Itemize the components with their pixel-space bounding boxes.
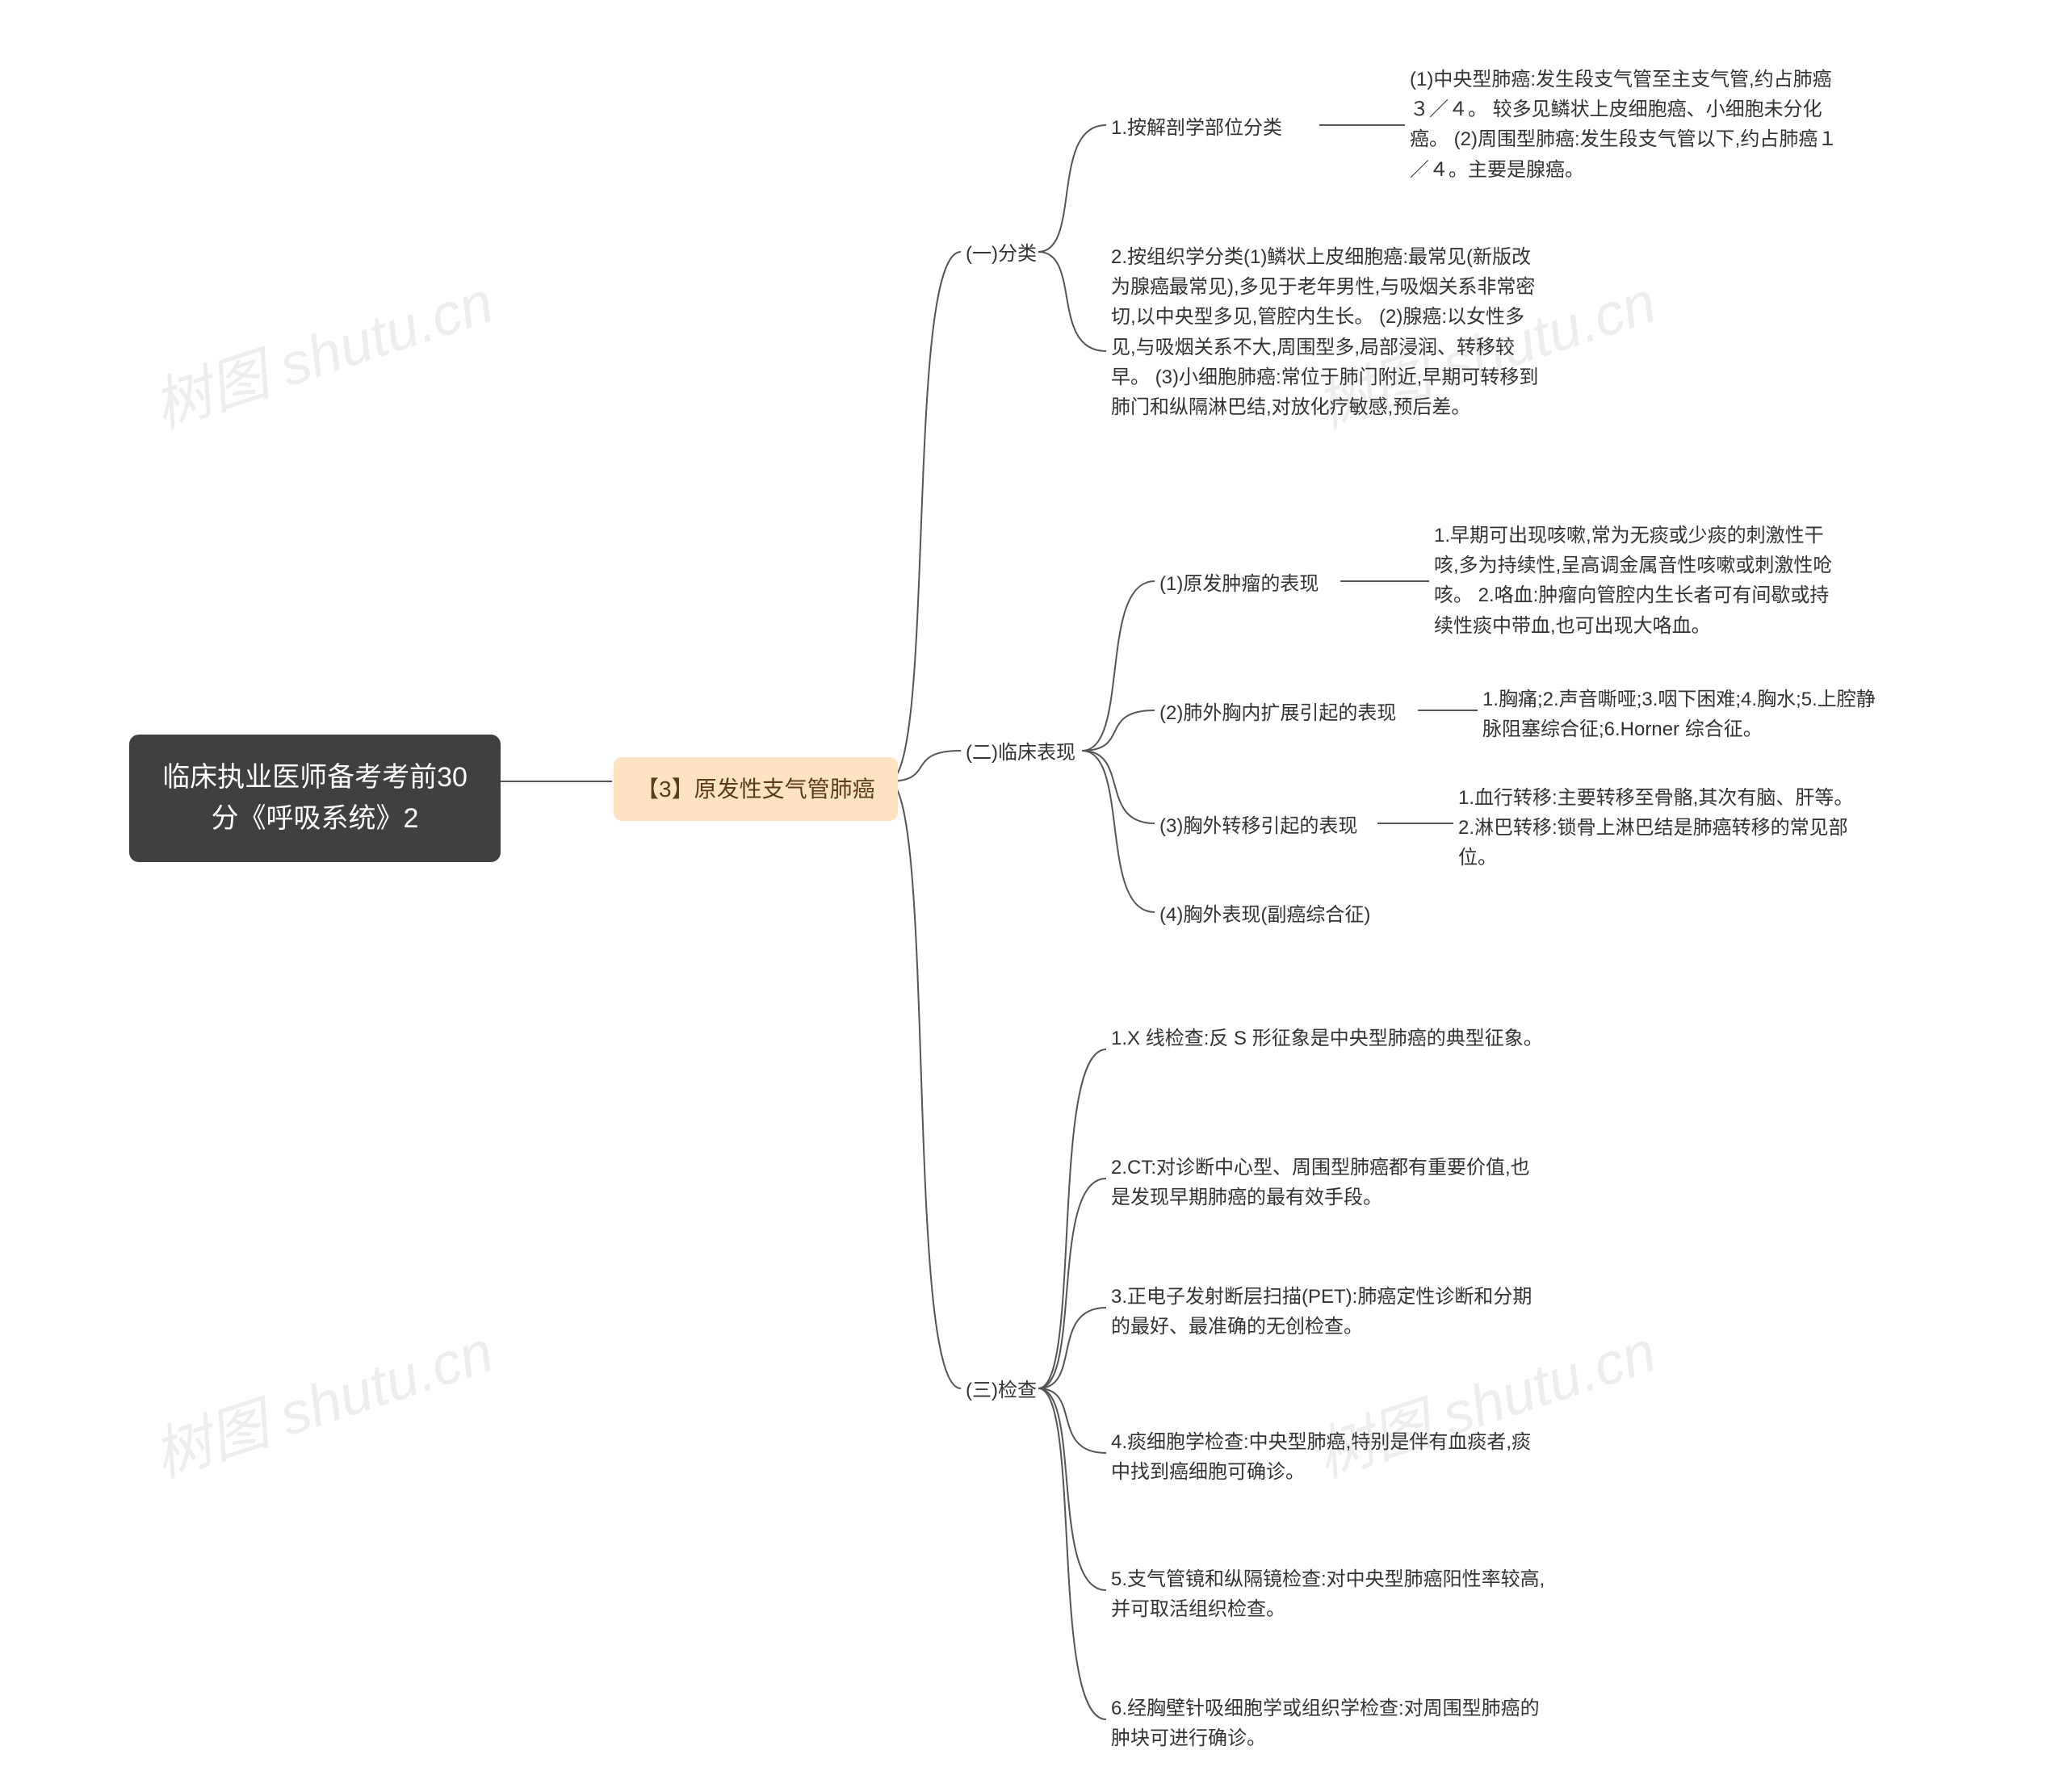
s2-i3-label[interactable]: (3)胸外转移引起的表现 — [1159, 811, 1357, 841]
topic-label: 【3】原发性支气管肺癌 — [636, 777, 875, 802]
topic-node[interactable]: 【3】原发性支气管肺癌 — [614, 757, 898, 821]
s1-i2-label[interactable]: 2.按组织学分类(1)鳞状上皮细胞癌:最常见(新版改为腺癌最常见),多见于老年男… — [1111, 242, 1539, 422]
s3-i6[interactable]: 6.经胸壁针吸细胞学或组织学检查:对周围型肺癌的肿块可进行确诊。 — [1111, 1694, 1547, 1753]
s1-i1-detail: (1)中央型肺癌:发生段支气管至主支气管,约占肺癌３／４。 较多见鳞状上皮细胞癌… — [1410, 65, 1846, 185]
s2-i3-detail: 1.血行转移:主要转移至骨骼,其次有脑、肝等。 2.淋巴转移:锁骨上淋巴结是肺癌… — [1458, 783, 1862, 873]
s2-i2-label[interactable]: (2)肺外胸内扩展引起的表现 — [1159, 698, 1396, 728]
s2-i2-detail: 1.胸痛;2.声音嘶哑;3.咽下困难;4.胸水;5.上腔静脉阻塞综合征;6.Ho… — [1482, 685, 1886, 744]
s2-i4-label[interactable]: (4)胸外表现(副癌综合征) — [1159, 900, 1370, 930]
root-line2: 分《呼吸系统》2 — [212, 803, 419, 834]
s3-i4[interactable]: 4.痰细胞学检查:中央型肺癌,特别是伴有血痰者,痰中找到癌细胞可确诊。 — [1111, 1427, 1547, 1487]
s3-i2[interactable]: 2.CT:对诊断中心型、周围型肺癌都有重要价值,也是发现早期肺癌的最有效手段。 — [1111, 1153, 1547, 1212]
root-node[interactable]: 临床执业医师备考考前30 分《呼吸系统》2 — [129, 735, 501, 862]
s3-i5[interactable]: 5.支气管镜和纵隔镜检查:对中央型肺癌阳性率较高,并可取活组织检查。 — [1111, 1564, 1547, 1624]
root-line1: 临床执业医师备考考前30 — [162, 762, 467, 793]
section-3-label[interactable]: (三)检查 — [966, 1375, 1037, 1405]
s3-i3[interactable]: 3.正电子发射断层扫描(PET):肺癌定性诊断和分期的最好、最准确的无创检查。 — [1111, 1282, 1547, 1342]
mindmap-canvas: 树图 shutu.cn 树图 shutu.cn 树图 shutu.cn 树图 s… — [0, 0, 2067, 1792]
section-1-label[interactable]: (一)分类 — [966, 239, 1037, 269]
s3-i1[interactable]: 1.X 线检查:反 S 形征象是中央型肺癌的典型征象。 — [1111, 1024, 1543, 1053]
section-2-label[interactable]: (二)临床表现 — [966, 738, 1075, 768]
s2-i1-label[interactable]: (1)原发肿瘤的表现 — [1159, 569, 1319, 599]
watermark: 树图 shutu.cn — [140, 254, 501, 444]
s1-i1-label[interactable]: 1.按解剖学部位分类 — [1111, 113, 1282, 143]
s2-i1-detail: 1.早期可出现咳嗽,常为无痰或少痰的刺激性干咳,多为持续性,呈高调金属音性咳嗽或… — [1434, 521, 1838, 641]
watermark: 树图 shutu.cn — [140, 1304, 501, 1493]
